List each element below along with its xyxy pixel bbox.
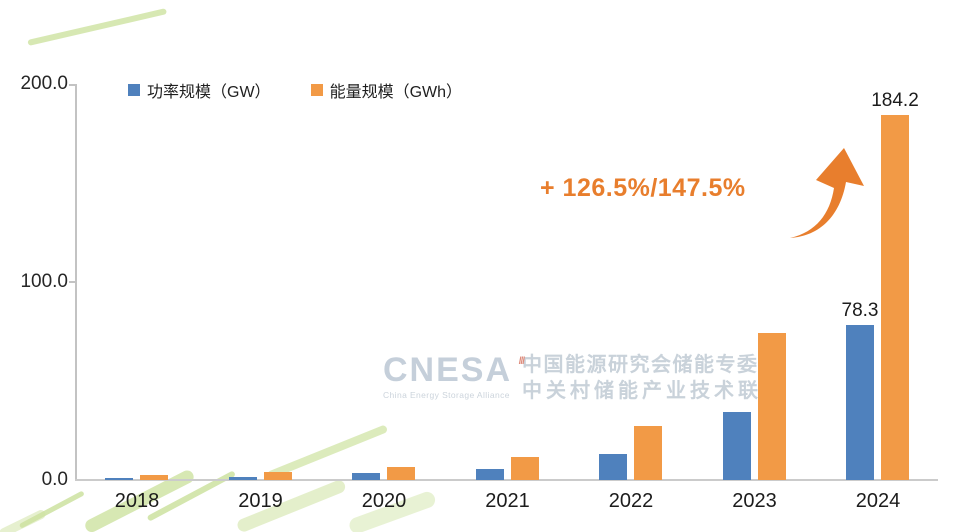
bar-gwh-2018 — [140, 475, 168, 480]
x-axis-label-2022: 2022 — [608, 490, 654, 512]
gw-legend-swatch-icon — [128, 84, 140, 96]
chart-legend: 功率规模（GW） 能量规模（GWh） — [128, 78, 488, 102]
bar-gwh-2023 — [757, 332, 786, 480]
x-axis-label-2020: 2020 — [361, 490, 407, 512]
value-label-gwh: 184.2 — [871, 90, 919, 112]
value-label-gw: 78.3 — [841, 299, 879, 321]
cnesa-logo-text: CNESA — [383, 351, 513, 389]
y-tick-100 — [69, 281, 76, 283]
y-tick-label-0: 0.0 — [41, 469, 68, 490]
bar-gwh-2022 — [634, 426, 662, 480]
x-axis-label-2019: 2019 — [238, 490, 283, 512]
x-axis-baseline — [75, 479, 938, 481]
y-axis-line — [75, 84, 77, 480]
y-tick-200 — [69, 84, 76, 86]
x-axis-label-2024: 2024 — [855, 490, 901, 512]
watermark-cn-line1: 中国能源研究会储能专委会 — [522, 354, 781, 376]
bar-gwh-2024 — [881, 115, 909, 480]
legend-item-gwh: 能量规模（GWh） — [310, 78, 463, 102]
cnesa-logo-accent: /// — [518, 356, 525, 367]
cnesa-watermark: CNESA /// China Energy Storage Alliance … — [383, 352, 786, 404]
bar-gw-2022 — [599, 454, 627, 480]
growth-annotation-text: + 126.5%/147.5% — [540, 174, 746, 202]
bar-gwh-2021 — [510, 457, 539, 480]
bar-gwh-2019 — [263, 472, 292, 480]
y-tick-label-200: 200.0 — [20, 73, 68, 94]
x-axis-label-2018: 2018 — [114, 490, 160, 512]
plot-area — [76, 84, 940, 480]
x-axis-label-2021: 2021 — [485, 490, 530, 512]
watermark-cn-line2: 中关村储能产业技术联盟 — [522, 380, 787, 402]
legend-label-gwh: 能量规模（GWh） — [329, 84, 463, 101]
x-axis-label-2023: 2023 — [732, 490, 777, 512]
legend-item-gw: 功率规模（GW） — [128, 78, 271, 102]
bar-gw-2019 — [228, 476, 257, 480]
growth-arrow-icon — [790, 148, 864, 238]
bar-gw-2024 — [846, 324, 874, 480]
bar-gw-2023 — [722, 411, 751, 480]
legend-label-gw: 功率规模（GW） — [147, 84, 271, 101]
y-tick-label-100: 100.0 — [20, 271, 68, 292]
bar-gw-2018 — [105, 478, 133, 480]
decor-stroke — [27, 8, 168, 46]
decor-stroke — [0, 508, 47, 532]
bar-gw-2021 — [475, 468, 504, 480]
cnesa-logo-subtext: China Energy Storage Alliance — [383, 390, 510, 400]
gwh-legend-swatch-icon — [310, 84, 323, 96]
bar-gw-2020 — [352, 473, 380, 480]
bar-gwh-2020 — [387, 466, 415, 480]
